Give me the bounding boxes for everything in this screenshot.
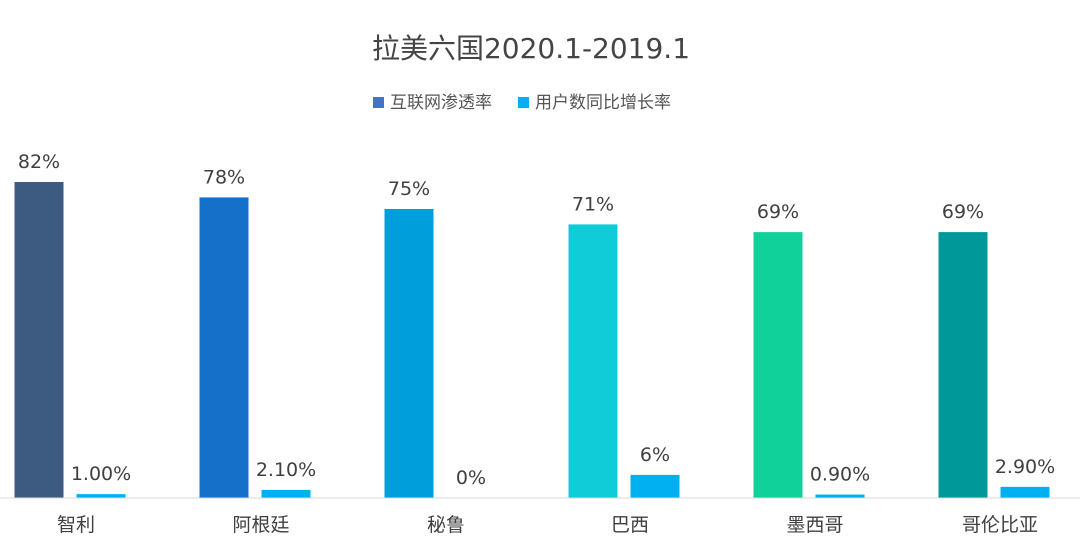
bar-user-growth-4 bbox=[815, 494, 865, 498]
data-label-penetration-2: 75% bbox=[388, 178, 430, 200]
data-label-penetration-3: 71% bbox=[572, 193, 614, 215]
data-label-penetration-0: 82% bbox=[18, 151, 60, 173]
bar-penetration-5 bbox=[938, 232, 988, 498]
data-labels-group: 82% 1.00% 78% 2.10% 75% 0% 71% 6% 69% 0.90% 69% 2.9… bbox=[18, 151, 1055, 489]
data-label-user-growth-5: 2.90% bbox=[995, 456, 1055, 478]
x-tick-label-5: 哥伦比亚 bbox=[962, 514, 1038, 536]
bar-penetration-1 bbox=[199, 197, 249, 499]
x-tick-label-4: 墨西哥 bbox=[786, 514, 843, 536]
x-tick-label-3: 巴西 bbox=[611, 514, 649, 536]
data-label-penetration-4: 69% bbox=[757, 201, 799, 223]
legend: 互联网渗透率 用户数同比增长率 bbox=[373, 93, 671, 113]
legend-swatch-user-growth bbox=[518, 97, 529, 108]
bar-penetration-4 bbox=[753, 232, 803, 498]
data-label-user-growth-3: 6% bbox=[640, 444, 670, 466]
bar-user-growth-5 bbox=[1000, 486, 1050, 498]
bar-penetration-0 bbox=[14, 182, 64, 498]
legend-label-penetration: 互联网渗透率 bbox=[390, 93, 492, 113]
bar-penetration-3 bbox=[568, 224, 618, 498]
data-label-user-growth-2: 0% bbox=[456, 467, 486, 489]
data-label-penetration-1: 78% bbox=[203, 166, 245, 188]
bar-user-growth-3 bbox=[630, 474, 680, 498]
data-label-user-growth-1: 2.10% bbox=[256, 459, 316, 481]
data-label-user-growth-0: 1.00% bbox=[71, 463, 131, 485]
chart-title: 拉美六国2020.1-2019.1 bbox=[372, 32, 690, 65]
x-tick-label-2: 秘鲁 bbox=[427, 514, 465, 536]
bar-user-growth-0 bbox=[76, 494, 126, 498]
bar-penetration-2 bbox=[384, 208, 434, 498]
legend-label-user-growth: 用户数同比增长率 bbox=[535, 93, 671, 113]
bars-group bbox=[14, 182, 1050, 499]
data-label-user-growth-4: 0.90% bbox=[810, 464, 870, 486]
legend-swatch-penetration bbox=[373, 97, 384, 108]
data-label-penetration-5: 69% bbox=[942, 201, 984, 223]
x-tick-label-1: 阿根廷 bbox=[232, 514, 289, 536]
x-axis-tick-labels: 智利 阿根廷 秘鲁 巴西 墨西哥 哥伦比亚 bbox=[57, 514, 1038, 536]
bar-user-growth-1 bbox=[261, 489, 311, 498]
x-tick-label-0: 智利 bbox=[57, 514, 95, 536]
